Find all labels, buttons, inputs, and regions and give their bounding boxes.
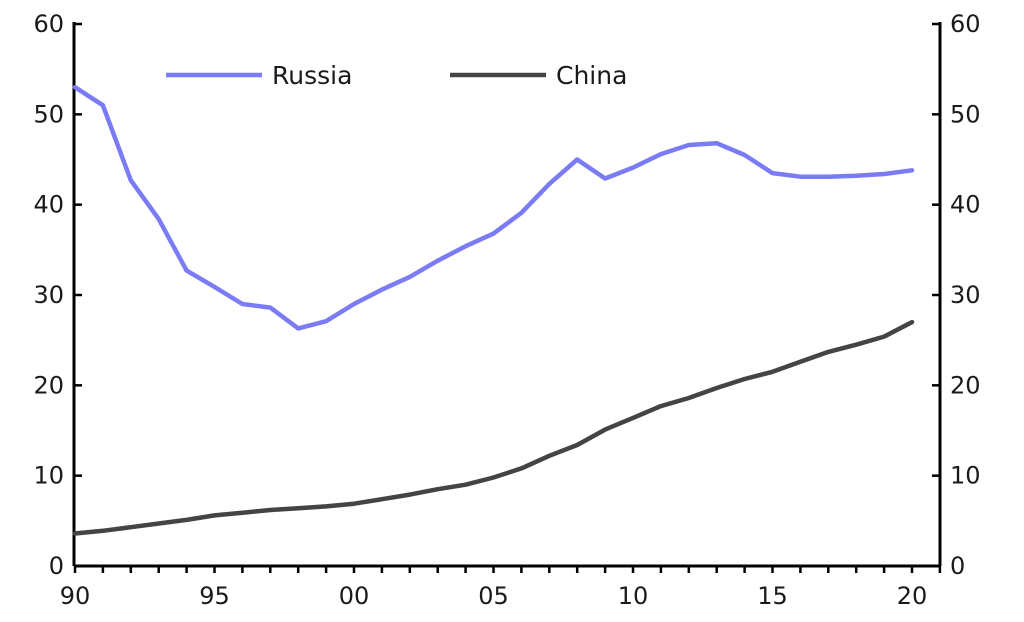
x-tick-label: 10: [618, 582, 649, 610]
right-y-tick-label: 20: [950, 371, 981, 399]
x-tick-label: 95: [199, 582, 230, 610]
series-line-china: [72, 319, 915, 536]
right-y-tick-label: 0: [950, 552, 965, 580]
left-y-tick-label: 60: [33, 10, 64, 38]
x-tick-label: 05: [478, 582, 509, 610]
legend-label-china: China: [556, 61, 627, 90]
right-y-tick-label: 10: [950, 462, 981, 490]
left-y-tick-label: 50: [33, 100, 64, 128]
series-lines: [72, 84, 915, 536]
x-tick-label: 90: [60, 582, 91, 610]
legend-label-russia: Russia: [272, 61, 352, 90]
left-y-tick-label: 30: [33, 281, 64, 309]
right-y-tick-label: 60: [950, 10, 981, 38]
legend: Russia China: [166, 61, 627, 90]
left-y-tick-label: 0: [49, 552, 64, 580]
right-y-tick-label: 40: [950, 191, 981, 219]
left-y-tick-label: 40: [33, 191, 64, 219]
x-tick-label: 00: [339, 582, 370, 610]
series-line-russia: [72, 84, 915, 331]
axes: [72, 22, 942, 568]
right-y-tick-label: 30: [950, 281, 981, 309]
left-y-tick-label: 20: [33, 371, 64, 399]
x-tick-label: 20: [897, 582, 928, 610]
left-y-tick-label: 10: [33, 462, 64, 490]
x-tick-label: 15: [757, 582, 788, 610]
right-y-tick-label: 50: [950, 100, 981, 128]
